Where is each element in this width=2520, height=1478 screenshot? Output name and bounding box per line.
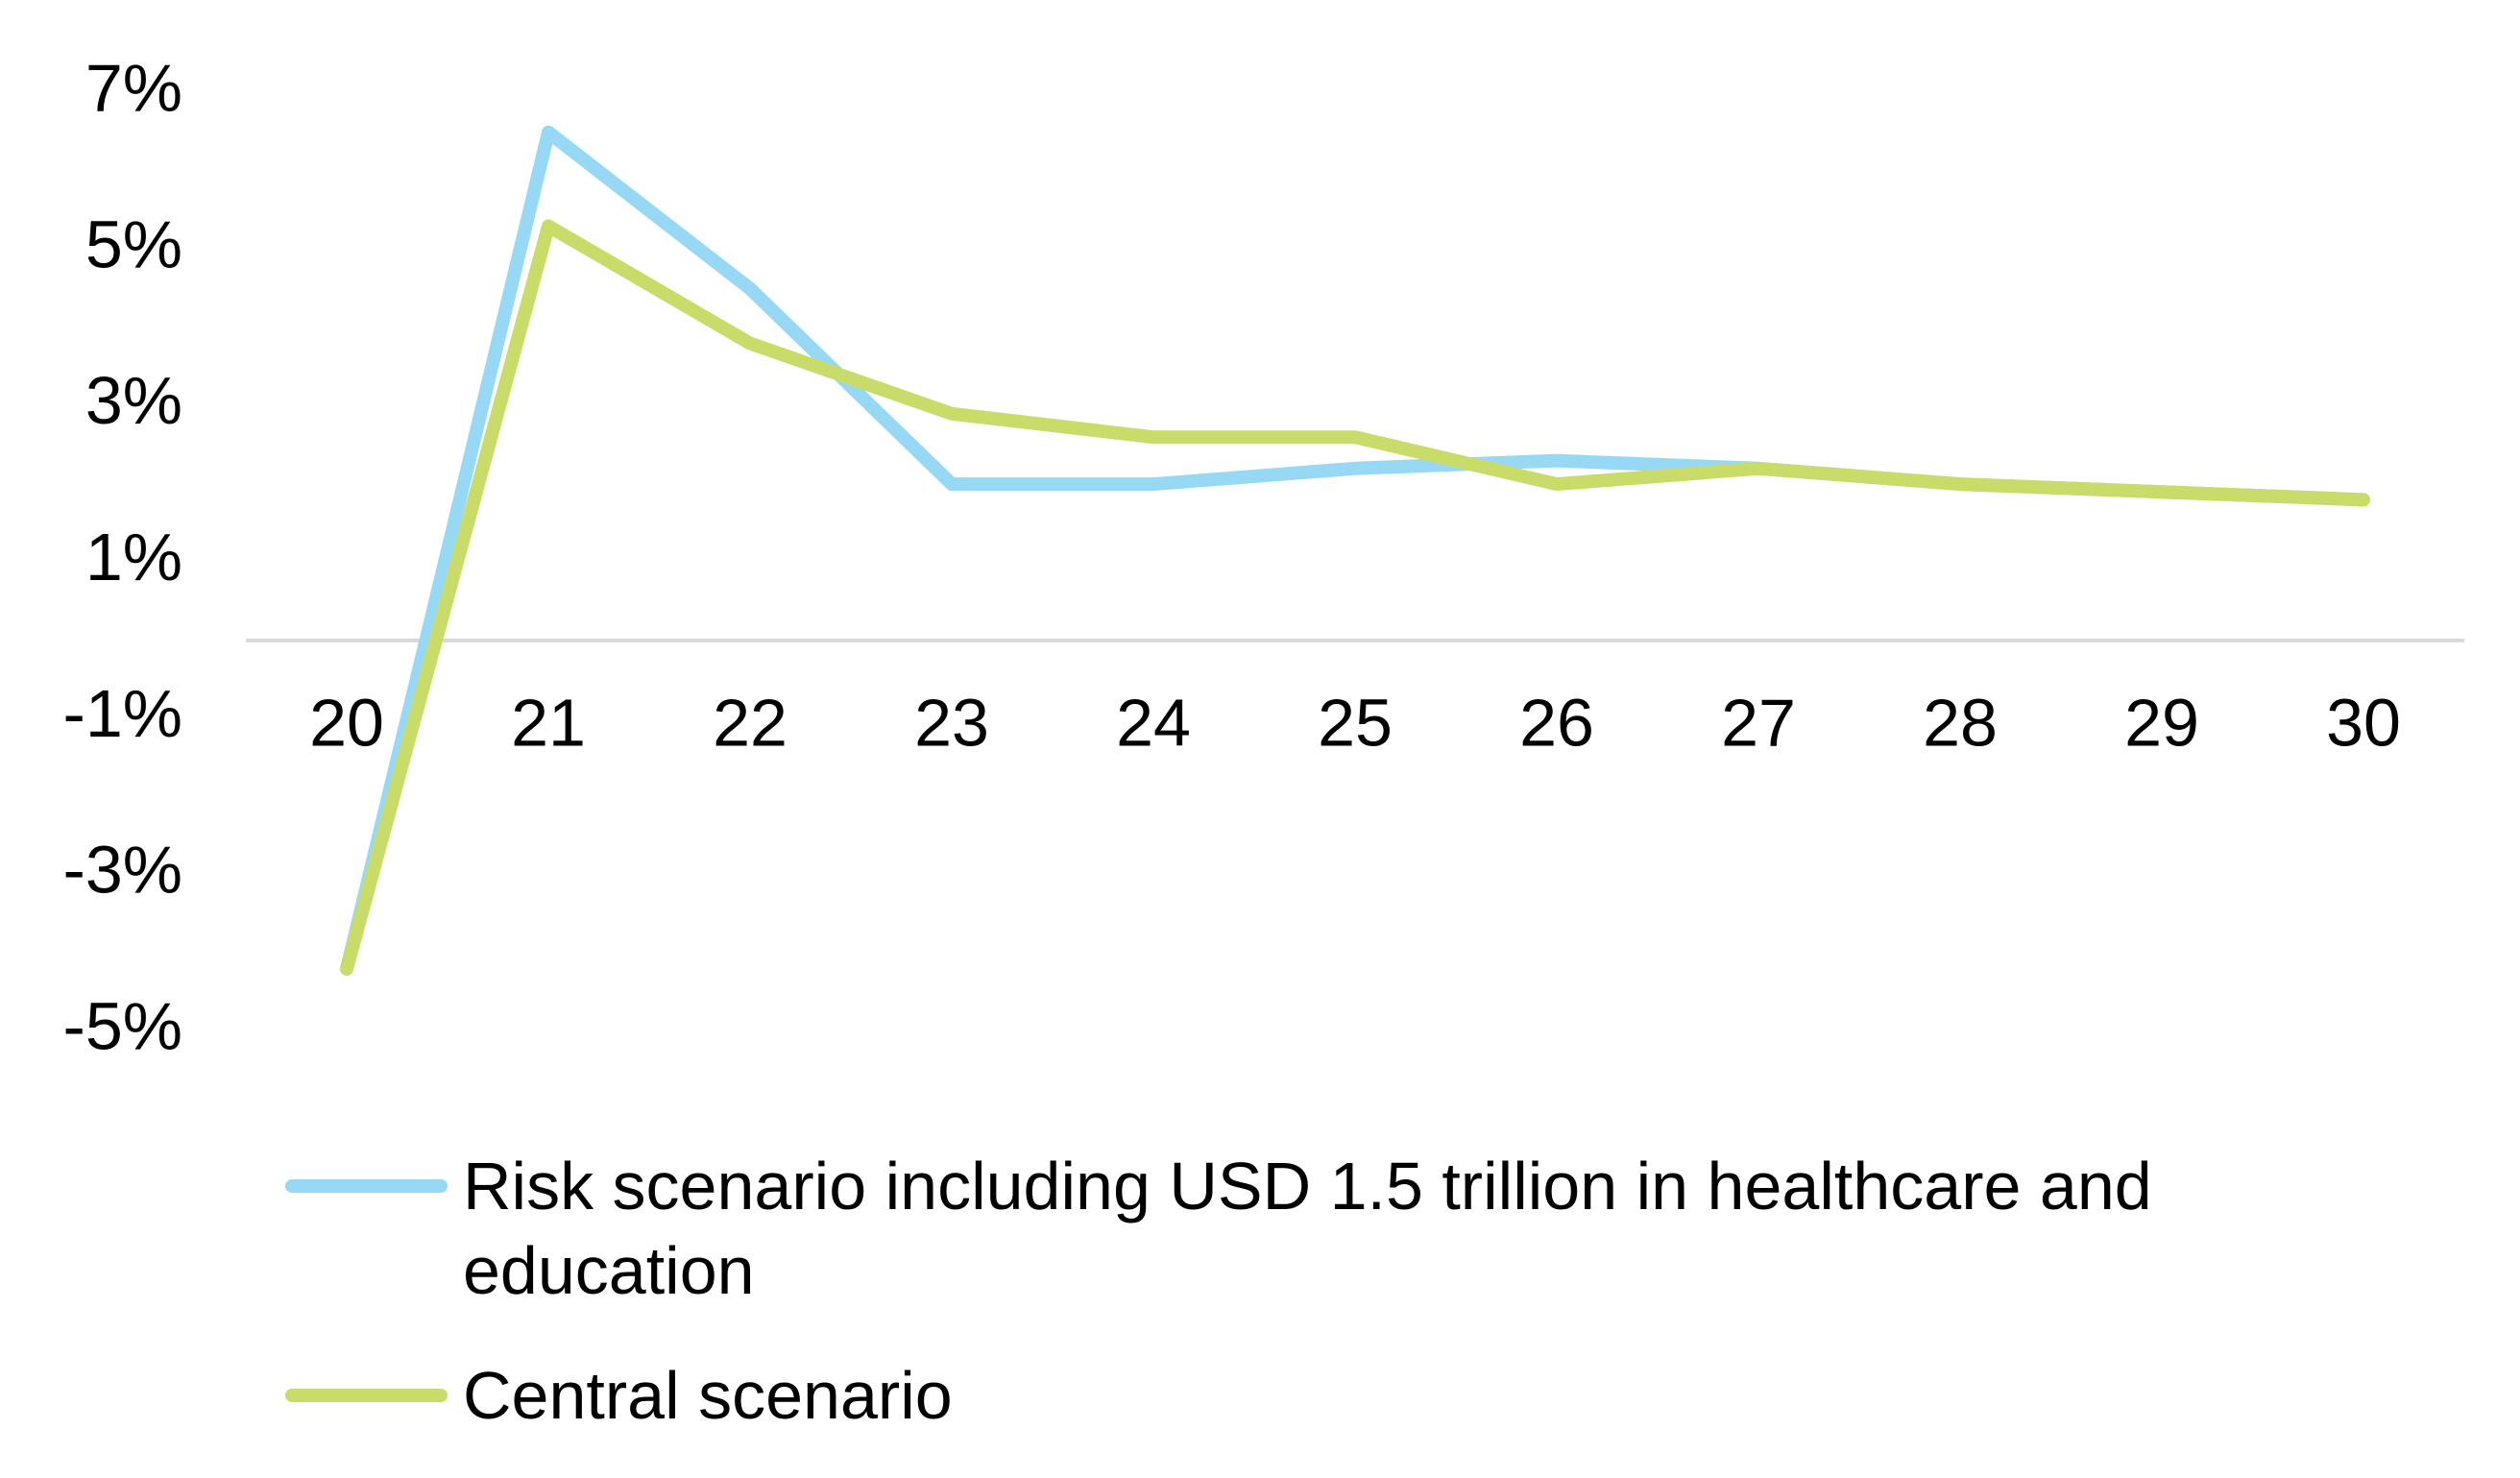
y-tick-label: 5% [85,206,182,281]
y-tick-label: 7% [85,50,182,125]
y-tick-label: -1% [63,676,182,751]
series-line [340,219,2370,976]
y-tick-label: 1% [85,520,182,594]
series-line [340,125,2370,976]
x-tick-label: 25 [1318,685,1393,760]
y-tick-label: -3% [63,833,182,908]
y-tick-label: -5% [63,988,182,1063]
x-tick-label: 27 [1721,685,1796,760]
x-tick-label: 24 [1116,685,1191,760]
y-tick-label: 3% [85,363,182,438]
legend-label: Central scenario [463,1358,953,1433]
legend-swatch [285,1179,448,1193]
x-tick-label: 23 [914,685,989,760]
legend-label: Risk scenario including USD 1.5 trillion… [463,1149,2152,1308]
x-tick-label: 22 [713,685,788,760]
legend-swatch [285,1389,448,1402]
x-tick-label: 28 [1923,685,1998,760]
x-tick-label: 20 [309,685,384,760]
x-tick-label: 21 [511,685,586,760]
legend-item: Risk scenario including USD 1.5 trillion… [285,1144,2345,1313]
legend-item: Central scenario [285,1353,2345,1438]
x-tick-label: 30 [2326,685,2401,760]
x-tick-label: 26 [1519,685,1594,760]
x-tick-label: 29 [2124,685,2199,760]
